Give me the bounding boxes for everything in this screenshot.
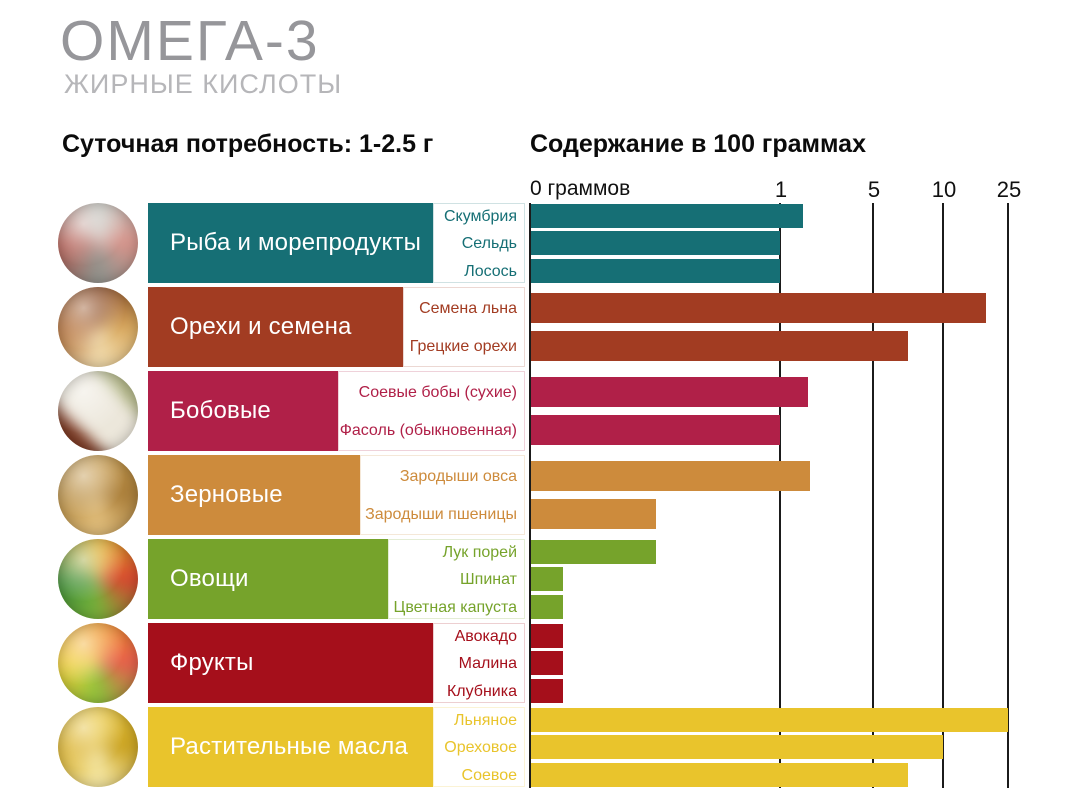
- vegetables-photo: [58, 539, 138, 619]
- value-bar: [531, 499, 656, 529]
- value-bar: [531, 651, 563, 675]
- value-bar: [531, 595, 563, 619]
- chart-baseline: [529, 203, 531, 788]
- axis-tick-1: 1: [774, 177, 788, 202]
- food-label: Соевое: [461, 767, 517, 784]
- food-label: Клубника: [446, 683, 517, 700]
- value-bar: [531, 763, 908, 787]
- food-label: Лук порей: [442, 544, 517, 561]
- food-label: Семена льна: [419, 300, 517, 317]
- value-bar: [531, 293, 986, 323]
- photo-highlight: [58, 623, 138, 703]
- value-bar: [531, 540, 656, 564]
- category-block: Бобовые: [148, 371, 338, 451]
- category-row: Фрукты Авокадо Малина Клубника: [58, 623, 1085, 703]
- category-title: Фрукты: [170, 649, 254, 676]
- value-bar: [531, 567, 563, 591]
- oil-photo: [58, 707, 138, 787]
- value-bar: [531, 377, 808, 407]
- value-bar: [531, 415, 780, 445]
- page-title: ОМЕГА-3: [60, 9, 320, 73]
- category-row: Орехи и семена Семена льна Грецкие орехи: [58, 287, 1085, 367]
- value-bar: [531, 259, 780, 283]
- food-label: Малина: [458, 655, 517, 672]
- value-bar: [531, 331, 908, 361]
- category-title: Растительные масла: [170, 733, 409, 760]
- value-bar: [531, 735, 943, 759]
- food-label: Лосось: [464, 263, 517, 280]
- value-bar: [531, 679, 563, 703]
- category-block: Рыба и морепродукты: [148, 203, 433, 283]
- food-labels-box: Семена льна Грецкие орехи: [403, 287, 525, 367]
- food-labels-box: Соевые бобы (сухие) Фасоль (обыкновенная): [338, 371, 525, 451]
- value-bar: [531, 231, 780, 255]
- axis-tick-25: 25: [996, 177, 1022, 202]
- category-title: Овощи: [170, 565, 249, 592]
- food-labels-box: Льняное Ореховое Соевое: [433, 707, 525, 787]
- category-block: Растительные масла: [148, 707, 433, 787]
- gridline-5: [872, 203, 874, 788]
- food-label: Льняное: [454, 712, 517, 729]
- food-label: Цветная капуста: [393, 599, 517, 616]
- photo-highlight: [58, 371, 138, 451]
- axis-zero-label: 0 граммов: [530, 177, 631, 200]
- page-subtitle: ЖИРНЫЕ КИСЛОТЫ: [64, 69, 343, 99]
- food-label: Фасоль (обыкновенная): [339, 422, 517, 439]
- photo-highlight: [58, 707, 138, 787]
- photo-highlight: [58, 539, 138, 619]
- food-label: Зародыши пшеницы: [365, 506, 517, 523]
- gridline-1: [779, 203, 781, 788]
- photo-highlight: [58, 455, 138, 535]
- food-label: Грецкие орехи: [409, 338, 517, 355]
- photo-highlight: [58, 287, 138, 367]
- axis-tick-10: 10: [931, 177, 957, 202]
- gridline-10: [942, 203, 944, 788]
- category-row: Овощи Лук порей Шпинат Цветная капуста: [58, 539, 1085, 619]
- category-title: Орехи и семена: [170, 313, 352, 340]
- nuts-photo: [58, 287, 138, 367]
- food-labels-box: Зародыши овса Зародыши пшеницы: [360, 455, 525, 535]
- chart-title: Содержание в 100 граммах: [530, 130, 866, 158]
- food-label: Авокадо: [454, 628, 517, 645]
- food-labels-box: Лук порей Шпинат Цветная капуста: [388, 539, 525, 619]
- category-row: Зерновые Зародыши овса Зародыши пшеницы: [58, 455, 1085, 535]
- food-label: Соевые бобы (сухие): [358, 384, 517, 401]
- food-label: Шпинат: [460, 571, 517, 588]
- fruits-photo: [58, 623, 138, 703]
- category-title: Зерновые: [170, 481, 283, 508]
- value-bar: [531, 461, 810, 491]
- value-bar: [531, 204, 803, 228]
- photo-highlight: [58, 203, 138, 283]
- category-block: Овощи: [148, 539, 388, 619]
- beans-photo: [58, 371, 138, 451]
- value-bar: [531, 624, 563, 648]
- food-label: Ореховое: [444, 739, 517, 756]
- food-label: Зародыши овса: [399, 468, 517, 485]
- category-block: Зерновые: [148, 455, 360, 535]
- category-title: Рыба и морепродукты: [170, 229, 422, 256]
- grains-photo: [58, 455, 138, 535]
- food-labels-box: Авокадо Малина Клубника: [433, 623, 525, 703]
- category-block: Фрукты: [148, 623, 433, 703]
- daily-requirement-label: Суточная потребность: 1-2.5 г: [62, 130, 434, 158]
- food-label: Сельдь: [461, 235, 517, 252]
- category-row: Растительные масла Льняное Ореховое Соевое: [58, 707, 1085, 787]
- category-row: Бобовые Соевые бобы (сухие) Фасоль (обыкно…: [58, 371, 1085, 451]
- gridline-25: [1007, 203, 1009, 788]
- food-label: Скумбрия: [443, 208, 517, 225]
- axis-tick-5: 5: [867, 177, 881, 202]
- category-title: Бобовые: [170, 397, 271, 424]
- food-labels-box: Скумбрия Сельдь Лосось: [433, 203, 525, 283]
- value-bar: [531, 708, 1008, 732]
- category-row: Рыба и морепродукты Скумбрия Сельдь Лосось: [58, 203, 1085, 283]
- category-block: Орехи и семена: [148, 287, 403, 367]
- fish-photo: [58, 203, 138, 283]
